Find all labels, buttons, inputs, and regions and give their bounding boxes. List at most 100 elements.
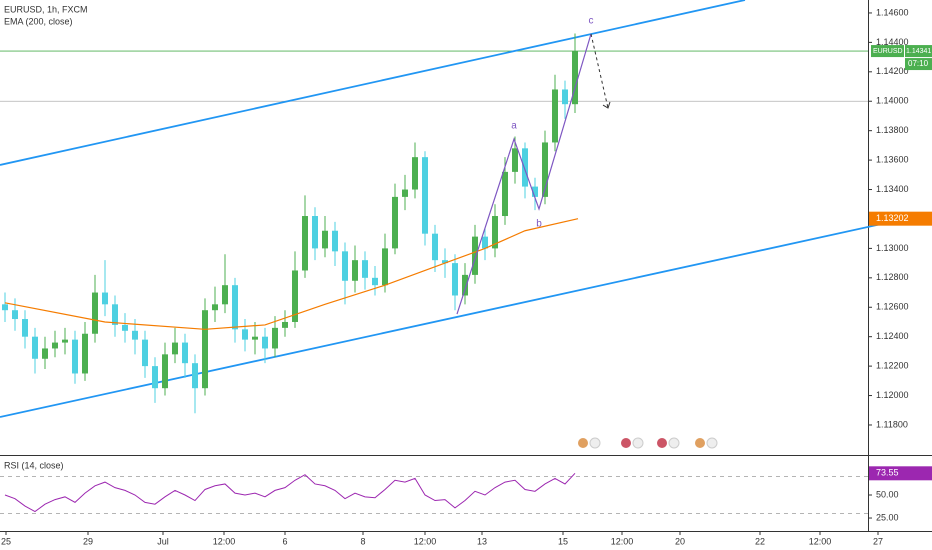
rsi-tag	[869, 466, 932, 481]
candle-body	[272, 327, 278, 349]
candle-body	[472, 236, 478, 275]
x-tick-label: 22	[755, 536, 765, 546]
x-tick-label: 12:00	[213, 536, 236, 546]
candle-body	[292, 270, 298, 322]
candle-body	[212, 304, 218, 311]
wave-line	[456, 33, 592, 315]
y-tick-label: 1.14000	[876, 96, 909, 106]
y-tick-label: 1.13000	[876, 243, 909, 253]
candle-body	[42, 348, 48, 359]
candle-body	[12, 310, 18, 320]
countdown-tag	[905, 58, 932, 71]
x-tick-label: 13	[477, 536, 487, 546]
candle-body	[232, 285, 238, 330]
candle-body	[252, 336, 258, 340]
countdown-label: 07:10	[908, 59, 929, 68]
candle-body	[52, 342, 58, 349]
y-tick-label: 1.11800	[876, 419, 908, 429]
symbol-tag-label: EURUSD	[873, 48, 903, 55]
y-tick-label: 1.12200	[876, 360, 909, 370]
candle-body	[442, 260, 448, 264]
y-tick-label: 1.14600	[876, 7, 909, 17]
candle-body	[112, 304, 118, 325]
candle-body	[82, 333, 88, 374]
y-tick-label: 1.12800	[876, 272, 909, 282]
x-tick-label: 12:00	[809, 536, 832, 546]
candle-body	[72, 339, 78, 374]
candle-body	[542, 142, 548, 197]
candle-body	[392, 196, 398, 249]
candle-body	[332, 230, 338, 252]
symbol-title: EURUSD, 1h, FXCM	[4, 4, 88, 14]
y-tick-label: 1.13400	[876, 184, 909, 194]
x-tick-label: 25	[1, 536, 11, 546]
candle-body	[432, 233, 438, 261]
candle-body	[242, 329, 248, 340]
channel-line	[0, 0, 746, 166]
y-tick-label: 1.12600	[876, 302, 909, 312]
price-tag	[905, 45, 932, 58]
candle-body	[552, 89, 558, 143]
candle-body	[382, 248, 388, 286]
candle-body	[412, 157, 418, 190]
candle-body	[162, 354, 168, 389]
wave-label: c	[589, 16, 594, 27]
candle-body	[282, 321, 288, 328]
y-tick-label: 1.14200	[876, 66, 909, 76]
candle-body	[132, 330, 138, 340]
candle-body	[92, 292, 98, 334]
candle-body	[262, 336, 268, 349]
x-tick-label: 12:00	[414, 536, 437, 546]
candle-body	[182, 342, 188, 364]
candle-body	[342, 251, 348, 281]
candle-body	[372, 277, 378, 286]
candle-body	[492, 216, 498, 249]
candle-body	[402, 189, 408, 197]
x-tick-label: 29	[83, 536, 93, 546]
y-tick-label: 1.12000	[876, 390, 909, 400]
candle-body	[422, 157, 428, 234]
price-tag-label: 1.14341	[906, 48, 931, 55]
rsi-legend: RSI (14, close)	[4, 460, 64, 470]
symbol-tag	[871, 45, 904, 58]
candle-body	[122, 324, 128, 331]
arrow-head	[602, 101, 611, 109]
candle-body	[152, 366, 158, 389]
y-tick-label: 1.13600	[876, 154, 909, 164]
ema-tag	[869, 211, 932, 226]
wave-label: a	[511, 121, 517, 132]
x-tick-label: 8	[360, 536, 365, 546]
rsi-line	[4, 472, 576, 513]
ema-line	[4, 218, 579, 330]
candle-body	[452, 263, 458, 296]
candle-body	[202, 310, 208, 389]
candle-body	[572, 51, 578, 105]
ema-legend: EMA (200, close)	[4, 16, 73, 26]
candle-body	[142, 339, 148, 367]
candle-body	[32, 336, 38, 359]
x-tick-label: 12:00	[611, 536, 634, 546]
x-tick-label: Jul	[157, 536, 169, 546]
candle-body	[222, 285, 228, 305]
candle-body	[102, 292, 108, 305]
candle-body	[512, 148, 518, 172]
candle-body	[192, 363, 198, 389]
candle-body	[22, 319, 28, 337]
candle-body	[302, 216, 308, 271]
candle-body	[322, 230, 328, 249]
x-tick-label: 27	[873, 536, 883, 546]
candle-body	[502, 171, 508, 217]
candle-body	[312, 216, 318, 249]
rsi-tick-label: 25.00	[876, 512, 899, 522]
y-tick-label: 1.13800	[876, 125, 909, 135]
candle-body	[482, 236, 488, 249]
y-tick-label: 1.14400	[876, 37, 909, 47]
x-tick-label: 20	[675, 536, 685, 546]
rsi-tag-label: 73.55	[876, 468, 899, 478]
x-tick-label: 6	[282, 536, 287, 546]
candle-body	[462, 274, 468, 296]
candle-body	[172, 342, 178, 355]
candle-body	[362, 260, 368, 278]
candle-body	[1, 304, 8, 311]
candle-body	[62, 339, 68, 343]
